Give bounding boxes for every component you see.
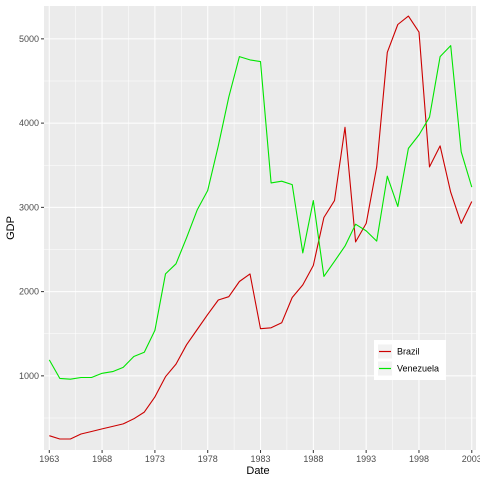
y-axis-title: GDP bbox=[5, 216, 17, 240]
legend: Brazil Venezuela bbox=[374, 340, 446, 380]
legend-label-venezuela: Venezuela bbox=[397, 364, 439, 374]
y-axis: 1000 2000 3000 4000 5000 bbox=[19, 34, 44, 381]
x-tick-label: 1983 bbox=[251, 454, 271, 464]
y-tick-label: 4000 bbox=[19, 118, 39, 128]
plot-panel bbox=[44, 6, 476, 450]
x-tick-label: 1998 bbox=[409, 454, 429, 464]
x-tick-label: 1988 bbox=[303, 454, 323, 464]
minor-grid bbox=[44, 6, 476, 450]
series-line-brazil bbox=[49, 15, 473, 440]
x-axis: 1963 1968 1973 1978 1983 1988 1993 1998 2003 bbox=[39, 450, 480, 464]
x-axis-title: Date bbox=[246, 465, 269, 477]
x-tick-label: 1963 bbox=[39, 454, 59, 464]
x-tick-label: 1978 bbox=[198, 454, 218, 464]
y-tick-label: 5000 bbox=[19, 34, 39, 44]
x-tick-label: 1968 bbox=[92, 454, 112, 464]
series-line-venezuela bbox=[48, 45, 473, 380]
x-tick-label: 1973 bbox=[145, 454, 165, 464]
x-tick-label: 2003 bbox=[462, 454, 480, 464]
legend-label-brazil: Brazil bbox=[397, 347, 420, 357]
x-tick-label: 1993 bbox=[356, 454, 376, 464]
y-tick-label: 2000 bbox=[19, 287, 39, 297]
y-tick-label: 1000 bbox=[19, 371, 39, 381]
series-lines bbox=[48, 15, 473, 440]
y-tick-label: 3000 bbox=[19, 202, 39, 212]
